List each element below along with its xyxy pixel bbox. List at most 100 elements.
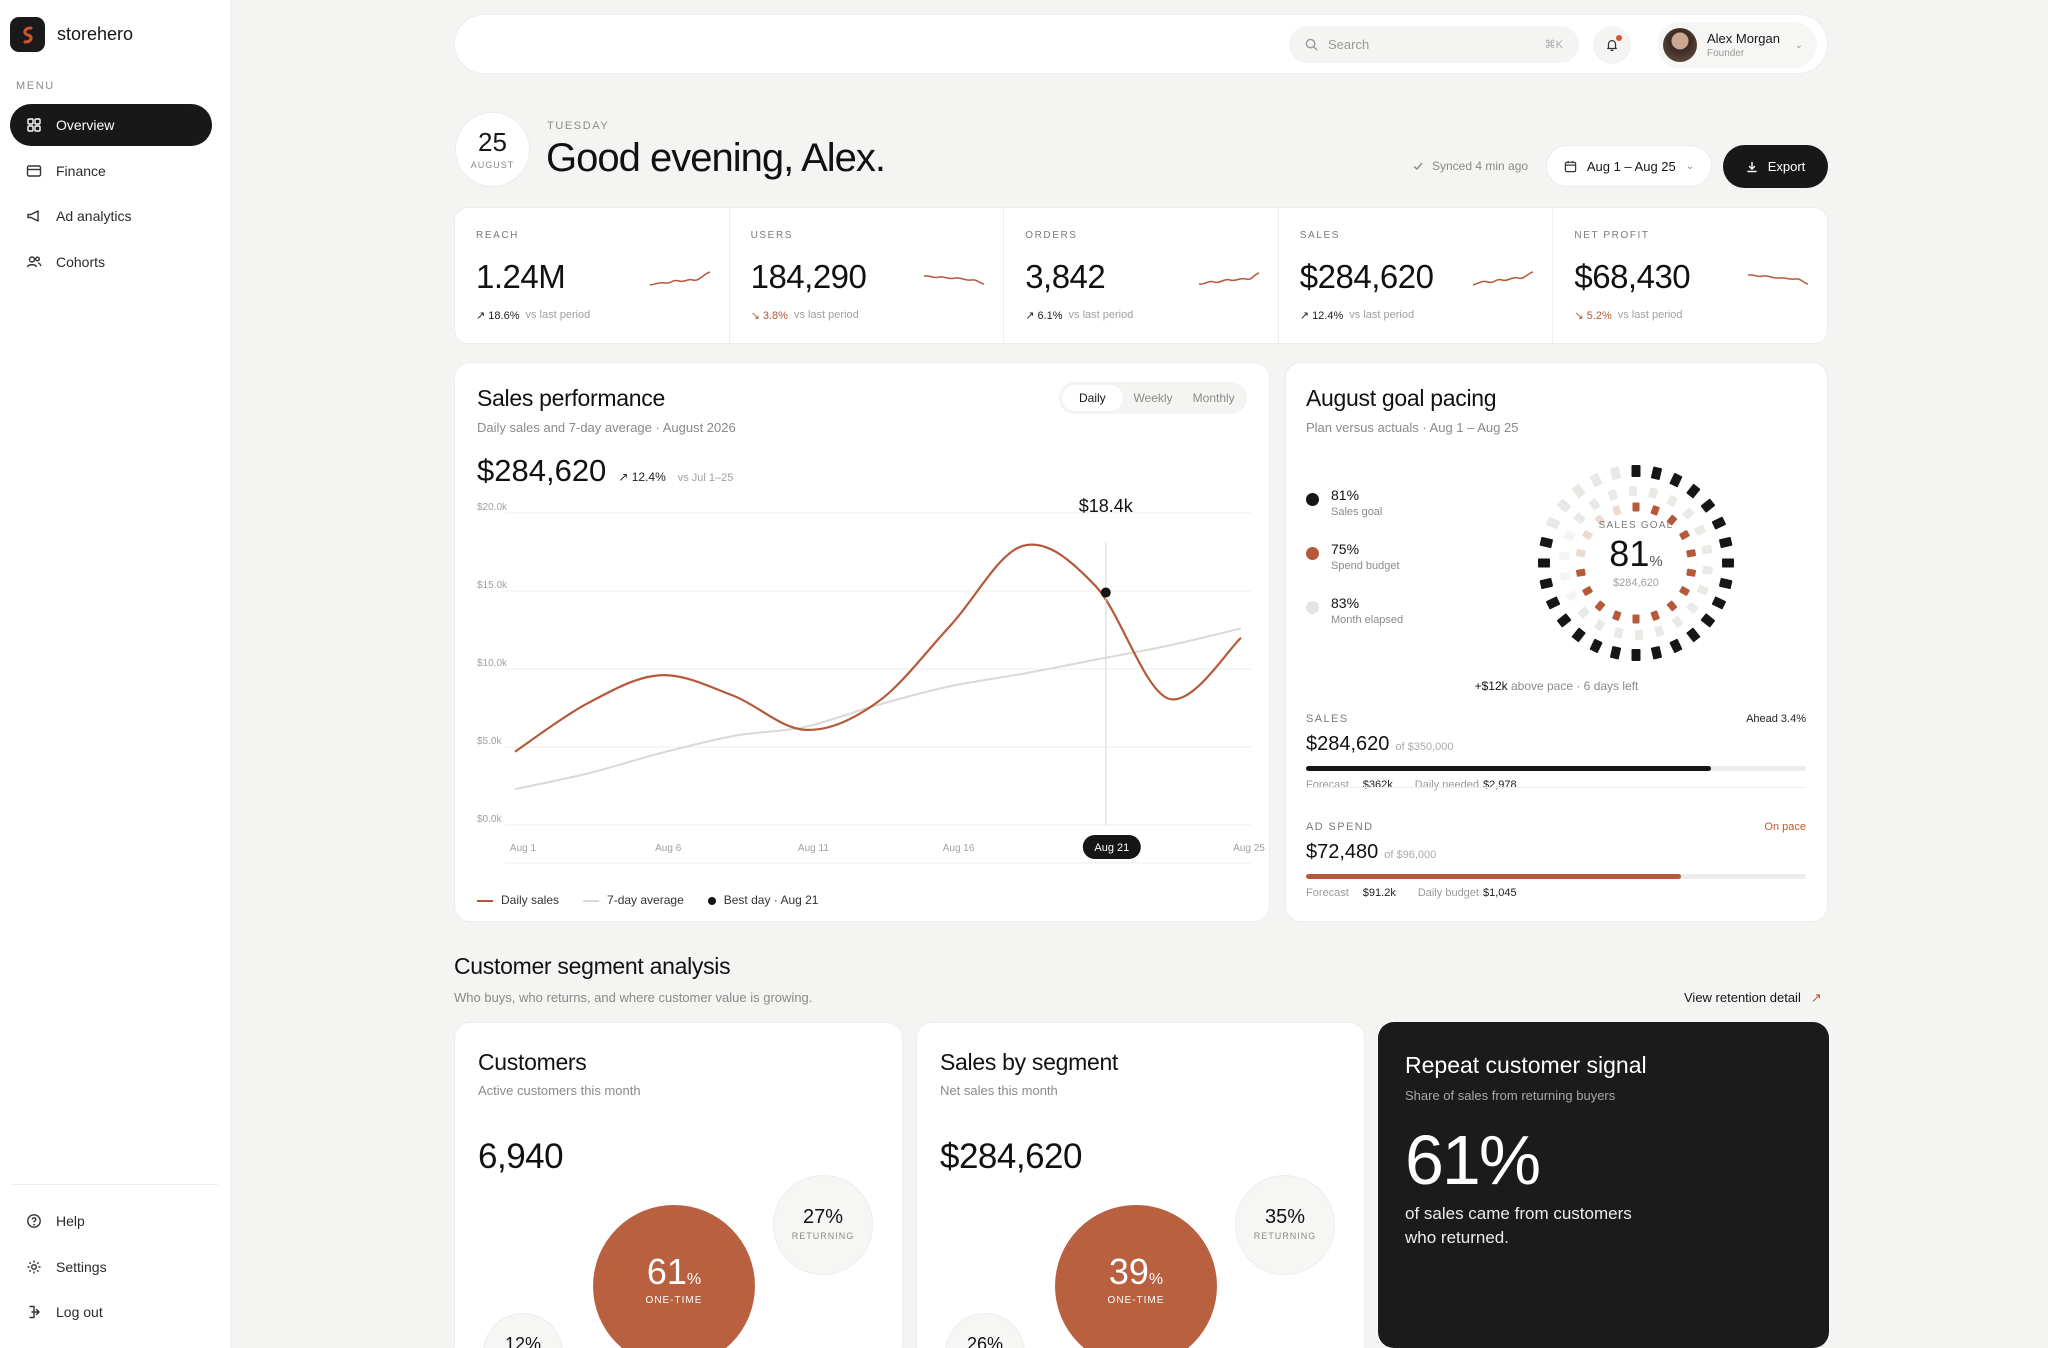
ring-segment <box>1632 614 1640 624</box>
ring-segment <box>1610 466 1622 480</box>
ring-segment <box>1631 465 1641 477</box>
kpi-value: 3,842 <box>1025 258 1106 295</box>
sidebar-item-finance[interactable]: Finance <box>10 150 212 192</box>
tab-weekly[interactable]: Weekly <box>1133 391 1173 405</box>
ring-segment <box>1671 615 1684 628</box>
ring-segment <box>1686 483 1701 499</box>
sidebar-item-logout[interactable]: Log out <box>10 1291 212 1333</box>
ring-segment <box>1722 558 1734 568</box>
ring-segment <box>1613 627 1624 639</box>
kpi-sparkline <box>1473 271 1534 286</box>
tab-daily[interactable]: Daily <box>1062 385 1123 411</box>
kpi-orders[interactable]: ORDERS 3,842 ↗ 6.1% vs last period <box>1004 208 1279 343</box>
ring-unit: % <box>1649 553 1663 570</box>
bubble-value: 39% <box>1055 1251 1217 1293</box>
sidebar-item-label: Overview <box>56 117 115 133</box>
ring-segment <box>1594 600 1606 612</box>
brand-logo-icon <box>10 17 45 52</box>
ring-segment <box>1702 565 1713 575</box>
goal-name: Spend budget <box>1331 560 1400 572</box>
ring-caption: SALES GOAL <box>1598 520 1674 531</box>
kpi-delta: ↗ 6.1% vs last period <box>1025 309 1133 322</box>
ring-segment <box>1612 505 1622 516</box>
kpi-sparkline <box>649 271 710 286</box>
view-retention-link[interactable]: View retention detail ↗ <box>1684 990 1822 1006</box>
kpi-delta-vs: vs last period <box>793 309 859 321</box>
legend-label: Daily sales <box>501 893 560 907</box>
ring-segment <box>1539 537 1553 549</box>
goal-name: Month elapsed <box>1331 614 1404 626</box>
ring-segment <box>1648 487 1659 499</box>
x-tick-label: Aug 6 <box>655 843 682 854</box>
search-shortcut: ⌘K <box>1544 39 1563 51</box>
brand-name: storehero <box>57 24 134 44</box>
kpi-sparkline <box>1747 274 1809 285</box>
goal-dot <box>1306 493 1319 506</box>
sidebar-item-ad-analytics[interactable]: Ad analytics <box>10 195 212 237</box>
sales-progress-block: SALES Ahead 3.4% $284,620 of $350,000 For… <box>1306 713 1806 791</box>
kpi-delta-value: 3.8% <box>762 310 788 322</box>
returning-bubble: 35% RETURNING <box>1235 1175 1335 1275</box>
ring-segment <box>1700 498 1716 513</box>
sidebar-item-help[interactable]: Help <box>10 1200 212 1242</box>
metric-of: of $96,000 <box>1384 849 1437 861</box>
date-range-button[interactable]: Aug 1 – Aug 25 ⌄ <box>1546 145 1712 187</box>
search-input[interactable]: Search ⌘K <box>1289 26 1579 63</box>
arrow-up-icon: ↗ <box>476 310 486 322</box>
user-menu[interactable]: Alex Morgan Founder ⌄ <box>1657 22 1817 68</box>
tab-monthly[interactable]: Monthly <box>1192 391 1235 405</box>
legend-7-day-average: 7-day average <box>583 893 684 907</box>
sidebar-item-settings[interactable]: Settings <box>10 1246 212 1288</box>
kpi-reach[interactable]: REACH 1.24M ↗ 18.6% vs last period <box>455 208 730 343</box>
notifications-button[interactable] <box>1593 26 1631 64</box>
sidebar-item-cohorts[interactable]: Cohorts <box>10 241 212 283</box>
ad-spend-progress-block: AD SPEND On pace $72,480 of $96,000 Forec… <box>1306 821 1806 899</box>
sidebar-item-overview[interactable]: Overview <box>10 104 212 146</box>
card-subtitle: Daily sales and 7-day average · August 2… <box>477 420 736 435</box>
needed-label: Daily budget <box>1417 887 1479 899</box>
above-pace-text: above pace · 6 days left <box>1510 679 1639 693</box>
arrow-up-icon: ↗ <box>1025 310 1035 322</box>
kpi-users[interactable]: USERS 184,290 ↘ 3.8% vs last period <box>730 208 1005 343</box>
goal-dot <box>1306 547 1319 560</box>
goal-pct: 75% <box>1331 541 1360 557</box>
repeat-share-description: of sales came from customers who returne… <box>1405 1204 1632 1247</box>
card-value: 6,940 <box>478 1137 564 1176</box>
brand[interactable]: storehero <box>10 17 133 52</box>
ring-sub: $284,620 <box>1613 577 1659 589</box>
ring-segment <box>1711 596 1726 610</box>
series-line-daily-sales <box>514 543 1242 753</box>
ring-segment <box>1686 601 1699 614</box>
ring-segment <box>1589 638 1603 653</box>
x-tick-label: Aug 21 <box>1094 842 1129 854</box>
ring-segment <box>1573 512 1586 525</box>
tooltip-value: $18.4k <box>1079 496 1134 516</box>
third-segment-bubble: 12% <box>483 1313 563 1348</box>
date-month: AUGUST <box>470 160 515 170</box>
ring-segment <box>1669 638 1683 653</box>
progress-fill <box>1306 874 1681 879</box>
ring-segment <box>1654 625 1665 637</box>
export-button[interactable]: Export <box>1723 145 1828 188</box>
forecast-label: Forecast <box>1306 887 1349 899</box>
metric-value-wrap: $72,480 of $96,000 <box>1306 841 1806 864</box>
kpi-sales[interactable]: SALES $284,620 ↗ 12.4% vs last period <box>1279 208 1554 343</box>
divider <box>1306 787 1806 788</box>
ring-segment <box>1589 473 1603 488</box>
sidebar-item-label: Log out <box>56 1304 103 1320</box>
sales-line-chart[interactable]: $0.0k $5.0k $10.0k $15.0k $20.0k $18.4k Aug 1 A… <box>455 363 1271 883</box>
chart-legend: Daily sales 7-day average Best day · Aug… <box>477 893 818 907</box>
goal-pct: 83% <box>1331 595 1360 611</box>
kpi-net-profit[interactable]: NET PROFIT $68,430 ↘ 5.2% vs last period <box>1553 208 1827 343</box>
sales-by-segment-card: Sales by segment Net sales this month $2… <box>916 1022 1365 1348</box>
customers-card: Customers Active customers this month 6,… <box>454 1022 903 1348</box>
help-icon <box>27 1214 41 1228</box>
ring-segment <box>1686 627 1701 643</box>
kpi-delta: ↘ 3.8% vs last period <box>751 309 859 322</box>
one-time-bubble: 61% ONE-TIME <box>593 1205 755 1348</box>
ring-segment <box>1539 577 1553 589</box>
metric-caption: SALES <box>1306 713 1349 725</box>
bubble-label: ONE-TIME <box>645 1295 703 1306</box>
page-title: Good evening, Alex. <box>546 136 886 180</box>
best-day-point[interactable] <box>1100 587 1111 598</box>
